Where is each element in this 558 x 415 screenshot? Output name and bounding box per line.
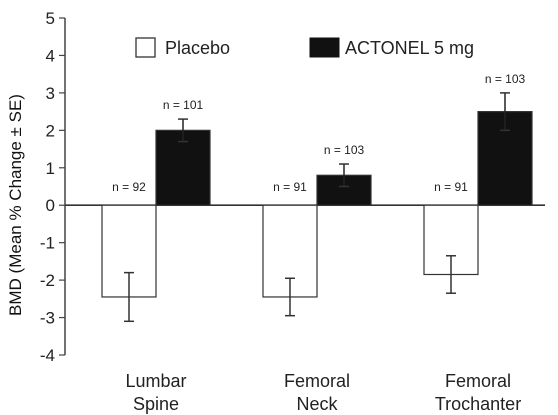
n-label: n = 103 bbox=[324, 143, 365, 157]
y-axis-label: BMD (Mean % Change ± SE) bbox=[6, 94, 25, 316]
n-label: n = 92 bbox=[112, 180, 146, 194]
y-tick-label: -2 bbox=[40, 271, 55, 290]
n-label: n = 91 bbox=[434, 180, 468, 194]
y-tick-label: -4 bbox=[40, 346, 55, 365]
category-label: Femoral bbox=[445, 371, 511, 391]
category-label: Spine bbox=[133, 394, 179, 414]
labels: n = 92 n = 91 n = 91 n = 101 n = 103 n = 103 L… bbox=[112, 72, 525, 414]
legend: Placebo ACTONEL 5 mg bbox=[135, 37, 474, 58]
category-label: Femoral bbox=[284, 371, 350, 391]
category-label: Neck bbox=[296, 394, 338, 414]
y-tick-label: 5 bbox=[46, 9, 55, 28]
n-label: n = 101 bbox=[163, 98, 204, 112]
n-label: n = 103 bbox=[485, 72, 526, 86]
legend-label-actonel: ACTONEL 5 mg bbox=[345, 38, 474, 58]
category-label: Trochanter bbox=[435, 394, 521, 414]
y-tick-label: 1 bbox=[46, 159, 55, 178]
y-tick-label: 4 bbox=[46, 46, 55, 65]
n-label: n = 91 bbox=[273, 180, 307, 194]
y-tick-label: -3 bbox=[40, 309, 55, 328]
category-label: Lumbar bbox=[125, 371, 186, 391]
y-tick-label: 2 bbox=[46, 121, 55, 140]
legend-swatch-placebo bbox=[135, 37, 156, 58]
legend-swatch-actonel bbox=[309, 37, 340, 58]
bars bbox=[101, 92, 533, 323]
y-tick-label: 3 bbox=[46, 84, 55, 103]
y-tick-label: 0 bbox=[46, 196, 55, 215]
actonel-bar bbox=[155, 129, 211, 206]
legend-label-placebo: Placebo bbox=[165, 38, 230, 58]
y-tick-label: -1 bbox=[40, 234, 55, 253]
